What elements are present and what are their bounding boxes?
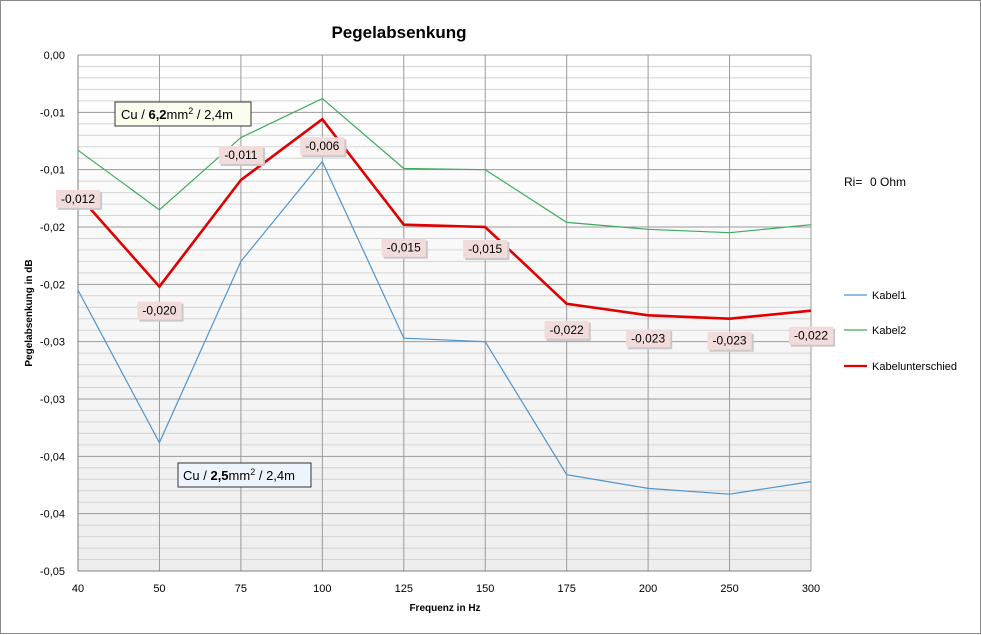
- data-label: -0,022: [550, 323, 584, 337]
- x-tick-label: 300: [802, 583, 820, 595]
- data-label: -0,020: [142, 304, 176, 318]
- annotation-cable-small-unit: mm: [229, 468, 251, 483]
- svg-text:Cu / 2,5mm2 / 2,4m: Cu / 2,5mm2 / 2,4m: [183, 467, 295, 483]
- data-label: -0,015: [387, 241, 421, 255]
- annotation-cable-small-sup: 2: [250, 467, 255, 477]
- annotation-cable-large-bold: 6,2: [148, 107, 166, 122]
- ri-label: Ri=: [844, 175, 862, 189]
- annotation-cable-large: Cu / 6,2mm2 / 2,4m: [114, 101, 252, 127]
- data-label: -0,023: [713, 334, 747, 348]
- data-label-box: [381, 238, 426, 257]
- ri-value: 0 Ohm: [870, 175, 906, 189]
- annotation-cable-large-suffix: / 2,4m: [193, 107, 233, 122]
- data-label-box: [707, 331, 752, 350]
- data-label-box: [788, 326, 834, 345]
- legend-label-kabel1: Kabel1: [872, 290, 906, 302]
- series-line-kabelunterschied: [77, 117, 812, 321]
- x-tick-label: 40: [72, 583, 84, 595]
- data-label-group: -0,006: [300, 137, 347, 158]
- y-tick-label: 0,00: [44, 50, 65, 62]
- data-label-box: [463, 240, 508, 258]
- minor-gridlines: [78, 65, 811, 561]
- data-label: -0,022: [794, 329, 828, 343]
- x-axis-title: Frequenz in Hz: [409, 603, 480, 614]
- y-tick-label: -0,01: [40, 165, 65, 177]
- x-tick-label: 200: [639, 583, 657, 595]
- annotation-cable-large-sup: 2: [188, 106, 193, 116]
- data-label-group: -0,011: [218, 145, 265, 166]
- series-lines: [77, 97, 812, 495]
- data-label: -0,023: [631, 331, 665, 345]
- y-axis-ticks: 0,00 -0,01 -0,01 -0,02 -0,02 -0,03 -0,03 -0,04 -…: [40, 50, 65, 578]
- x-tick-label: 125: [395, 583, 413, 595]
- ri-annotation: Ri= 0 Ohm: [844, 175, 906, 189]
- data-label-box: [300, 137, 345, 156]
- y-tick-label: -0,05: [40, 566, 65, 578]
- annotation-cable-large-prefix: Cu /: [121, 107, 148, 122]
- y-tick-label: -0,02: [40, 279, 65, 291]
- annotation-cable-small: Cu / 2,5mm2 / 2,4m: [177, 462, 312, 488]
- data-label-group: -0,022: [788, 326, 836, 347]
- x-tick-label: 175: [557, 583, 575, 595]
- annotation-cable-small-prefix: Cu /: [183, 468, 210, 483]
- data-label-box: [137, 301, 182, 320]
- series-line-kabel2: [77, 97, 812, 234]
- data-label-group: -0,015: [463, 240, 510, 260]
- x-tick-label: 250: [720, 583, 738, 595]
- y-tick-label: -0,04: [40, 451, 65, 463]
- chart-title: Pegelabsenkung: [331, 23, 466, 42]
- data-label: -0,006: [305, 139, 339, 153]
- data-label-box: [218, 145, 263, 164]
- legend-label-kabel2: Kabel2: [872, 325, 906, 337]
- data-label-group: -0,023: [626, 329, 673, 350]
- y-axis-title: Pegelabsenkung in dB: [24, 259, 35, 366]
- data-label-group: -0,022: [544, 320, 591, 341]
- y-tick-label: -0,02: [40, 222, 65, 234]
- data-label: -0,012: [61, 192, 95, 206]
- data-label-group: -0,023: [707, 331, 754, 352]
- data-label: -0,011: [224, 148, 257, 162]
- series-line-kabel1: [77, 160, 812, 495]
- annotation-cable-small-bold: 2,5: [210, 468, 228, 483]
- svg-text:Cu / 6,2mm2 / 2,4m: Cu / 6,2mm2 / 2,4m: [121, 106, 233, 122]
- legend-label-kabelunterschied: Kabelunterschied: [872, 361, 957, 373]
- plot-area: [78, 55, 811, 571]
- data-label-group: -0,015: [381, 238, 428, 259]
- x-tick-label: 100: [313, 583, 331, 595]
- annotation-cable-small-suffix: / 2,4m: [255, 468, 295, 483]
- data-label: -0,015: [468, 242, 502, 256]
- y-tick-label: -0,03: [40, 394, 65, 406]
- legend: Kabel1 Kabel2 Kabelunterschied: [844, 290, 957, 373]
- annotation-cable-large-unit: mm: [167, 107, 189, 122]
- x-tick-label: 50: [153, 583, 165, 595]
- data-label-group: -0,012: [55, 189, 103, 210]
- x-tick-label: 150: [476, 583, 494, 595]
- data-label-box: [55, 189, 101, 208]
- y-tick-label: -0,01: [40, 107, 65, 119]
- y-tick-label: -0,04: [40, 509, 65, 521]
- data-label-group: -0,020: [137, 301, 184, 322]
- data-label-box: [626, 329, 671, 348]
- x-tick-label: 75: [235, 583, 247, 595]
- x-axis-ticks: 40 50 75 100 125 150 175 200 250 300: [72, 583, 820, 595]
- major-gridlines: [77, 54, 812, 572]
- data-labels: -0,012 -0,020 -0,011 -0,006 -0,015 -0,015 -0,0…: [55, 137, 836, 352]
- y-tick-label: -0,03: [40, 337, 65, 349]
- data-label-box: [544, 320, 589, 339]
